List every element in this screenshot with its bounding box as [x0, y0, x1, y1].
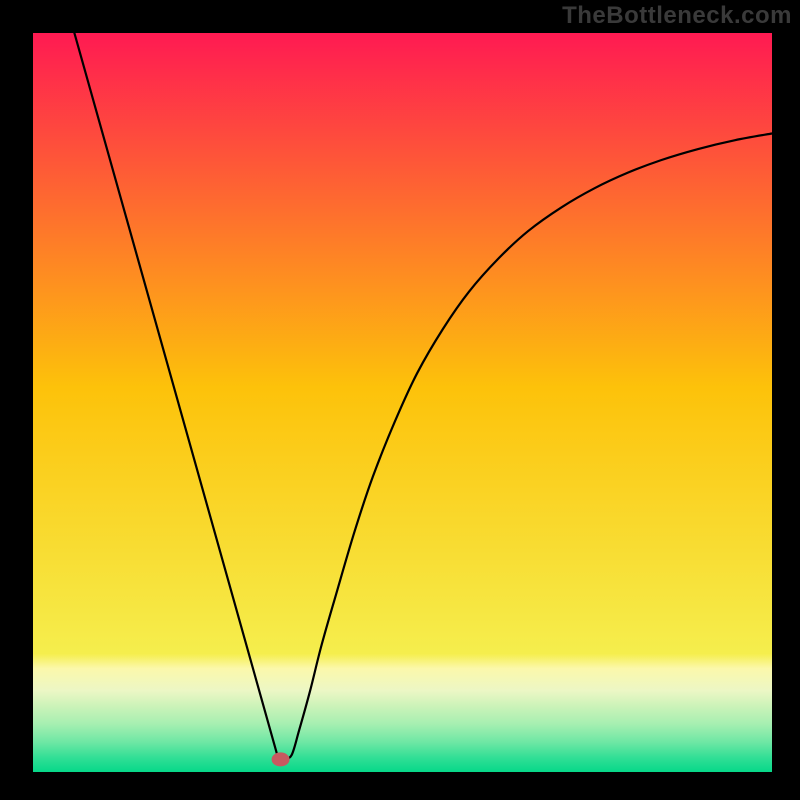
plot-area	[33, 33, 772, 772]
optimum-marker	[272, 752, 290, 766]
bottleneck-chart	[33, 33, 772, 772]
figure-outer: TheBottleneck.com	[0, 0, 800, 800]
watermark-text: TheBottleneck.com	[562, 2, 792, 30]
